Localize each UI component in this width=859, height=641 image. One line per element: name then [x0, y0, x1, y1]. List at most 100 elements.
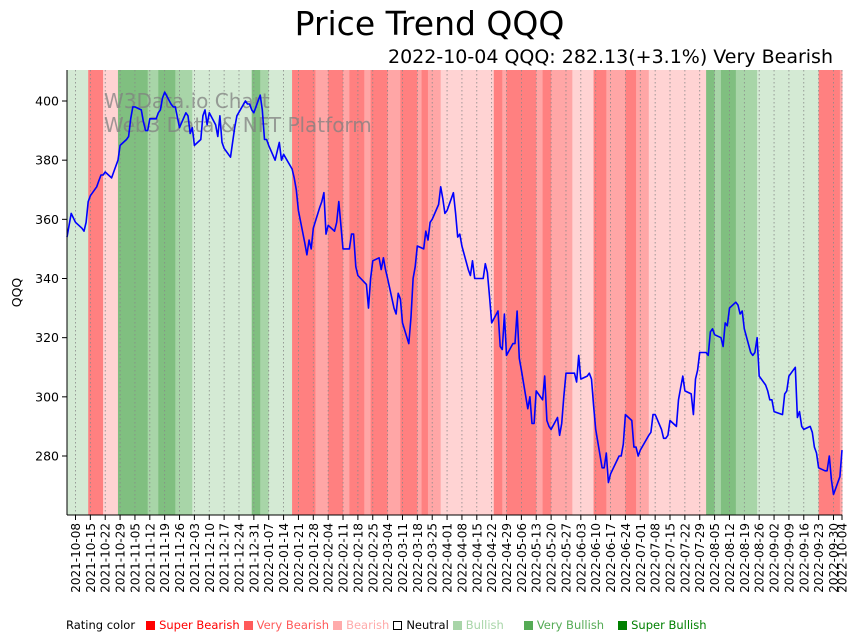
- rating-band: [103, 70, 119, 515]
- x-tick-label: 2022-06-03: [574, 523, 588, 593]
- rating-band: [536, 70, 544, 515]
- legend-title: Rating color: [66, 618, 136, 632]
- x-tick-label: 2022-05-27: [559, 523, 573, 593]
- legend-swatch-icon: [146, 620, 156, 630]
- legend-item: Super Bullish: [618, 618, 707, 632]
- rating-band: [370, 70, 389, 515]
- x-tick-label: 2022-03-18: [411, 523, 425, 593]
- legend-swatch-icon: [243, 620, 253, 630]
- legend-label: Very Bullish: [536, 618, 605, 632]
- legend-label: Super Bearish: [159, 618, 240, 632]
- rating-band: [67, 70, 89, 515]
- legend-item: Very Bullish: [523, 618, 605, 632]
- rating-band: [493, 70, 503, 515]
- rating-band: [343, 70, 350, 515]
- rating-band: [706, 70, 716, 515]
- x-tick-label: 2022-03-04: [381, 523, 395, 593]
- rating-band: [625, 70, 637, 515]
- y-tick-label: 300: [35, 389, 59, 404]
- rating-band: [292, 70, 316, 515]
- x-tick-label: 2022-10-04: [836, 523, 850, 593]
- y-tick-label: 320: [35, 330, 59, 345]
- x-tick-label: 2021-12-17: [218, 523, 232, 593]
- x-tick-label: 2022-09-16: [797, 523, 811, 593]
- rating-band: [88, 70, 104, 515]
- x-tick-label: 2021-10-08: [69, 523, 83, 593]
- x-tick-label: 2022-08-05: [708, 523, 722, 593]
- rating-band: [251, 70, 261, 515]
- x-tick-label: 2022-07-01: [634, 523, 648, 593]
- rating-band: [636, 70, 650, 515]
- legend-item: Very Bearish: [243, 618, 330, 632]
- legend-swatch-icon: [452, 620, 462, 630]
- x-tick-label: 2022-05-06: [515, 523, 529, 593]
- x-tick-label: 2022-04-08: [455, 523, 469, 593]
- x-tick-label: 2022-06-24: [619, 523, 633, 593]
- x-tick-label: 2021-10-22: [99, 523, 113, 593]
- legend-swatch-icon: [618, 620, 628, 630]
- legend-item: Bullish: [452, 618, 504, 632]
- x-tick-label: 2022-07-29: [693, 523, 707, 593]
- rating-band: [757, 70, 820, 515]
- legend-swatch-icon: [393, 620, 403, 630]
- x-tick-label: 2022-01-14: [277, 523, 291, 593]
- rating-band: [735, 70, 758, 515]
- x-tick-label: 2022-07-08: [649, 523, 663, 593]
- rating-bands: [67, 70, 843, 515]
- price-line-group: [66, 91, 843, 496]
- y-tick-label: 340: [35, 271, 59, 286]
- rating-band: [400, 70, 418, 515]
- rating-band: [417, 70, 423, 515]
- rating-band: [720, 70, 737, 515]
- x-tick-label: 2021-12-10: [203, 523, 217, 593]
- rating-band: [551, 70, 573, 515]
- x-tick-label: 2022-04-29: [500, 523, 514, 593]
- y-tick-label: 380: [35, 153, 59, 168]
- x-tick-label: 2022-01-21: [292, 523, 306, 593]
- y-tick-label: 360: [35, 212, 59, 227]
- legend-label: Very Bearish: [256, 618, 330, 632]
- x-tick-label: 2022-08-26: [753, 523, 767, 593]
- x-tick-label: 2021-11-12: [143, 523, 157, 593]
- x-tick-label: 2022-02-04: [322, 523, 336, 593]
- x-tick-label: 2022-04-15: [470, 523, 484, 593]
- rating-band: [315, 70, 329, 515]
- legend-label: Bullish: [465, 618, 504, 632]
- rating-band: [387, 70, 401, 515]
- x-tick-label: 2022-03-11: [396, 523, 410, 593]
- x-tick-label: 2022-07-15: [664, 523, 678, 593]
- legend-label: Bearish: [346, 618, 390, 632]
- x-tick-label: 2022-06-17: [604, 523, 618, 593]
- rating-band: [502, 70, 508, 515]
- rating-band: [349, 70, 365, 515]
- legend-swatch-icon: [523, 620, 533, 630]
- x-tick-label: 2022-09-09: [782, 523, 796, 593]
- rating-band: [818, 70, 841, 515]
- rating-band: [440, 70, 495, 515]
- rating-band: [421, 70, 429, 515]
- chart-title: Price Trend QQQ: [294, 4, 565, 43]
- x-tick-label: 2022-02-18: [351, 523, 365, 593]
- rating-band: [260, 70, 270, 515]
- rating-band: [117, 70, 149, 515]
- x-tick-label: 2021-11-19: [158, 523, 172, 593]
- y-tick-label: 280: [35, 449, 59, 464]
- rating-band: [572, 70, 595, 515]
- x-tick-label: 2022-01-07: [262, 523, 276, 593]
- rating-band: [542, 70, 552, 515]
- rating-band: [593, 70, 607, 515]
- x-tick-label: 2022-08-19: [738, 523, 752, 593]
- rating-band: [158, 70, 176, 515]
- x-tick-label: 2022-03-25: [426, 523, 440, 593]
- x-tick-label: 2022-09-23: [812, 523, 826, 593]
- x-tick-label: 2022-06-10: [589, 523, 603, 593]
- rating-band: [147, 70, 159, 515]
- x-tick-label: 2021-11-26: [173, 523, 187, 593]
- legend-item: Bearish: [333, 618, 389, 632]
- x-tick-label: 2021-12-24: [232, 523, 246, 593]
- x-tick-label: 2022-04-01: [441, 523, 455, 593]
- rating-band: [268, 70, 293, 515]
- x-tick-label: 2022-05-20: [545, 523, 559, 593]
